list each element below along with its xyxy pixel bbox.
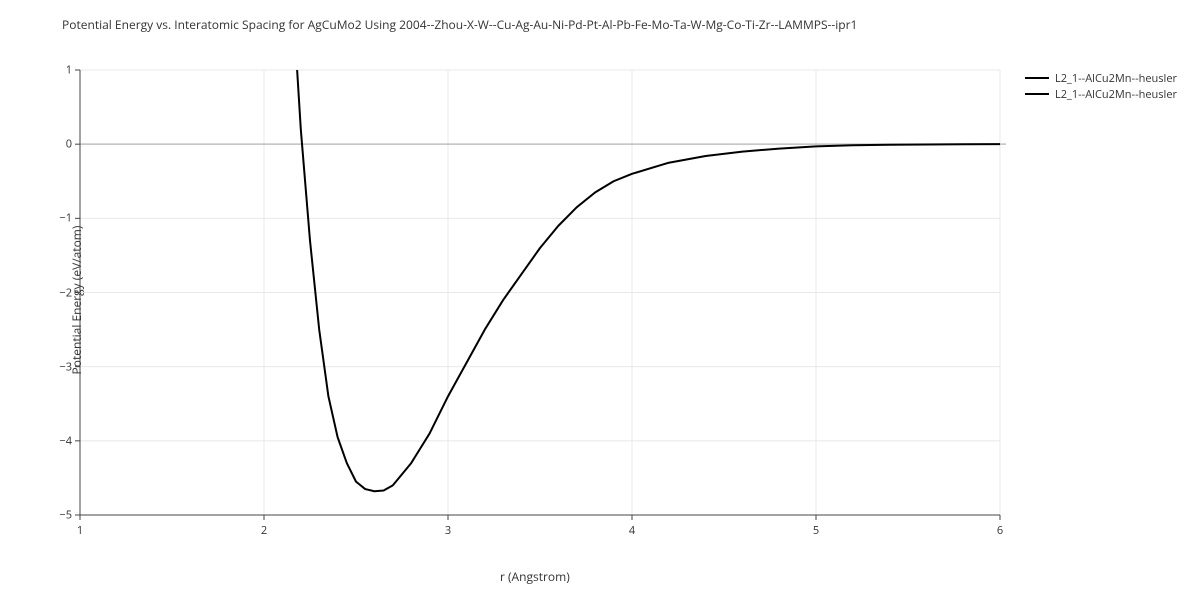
- x-tick-label: 6: [997, 523, 1003, 538]
- y-tick-label: 1: [42, 63, 72, 78]
- x-tick-label: 5: [813, 523, 819, 538]
- legend-label: L2_1--AlCu2Mn--heusler: [1055, 71, 1177, 86]
- legend-item: L2_1--AlCu2Mn--heusler: [1025, 70, 1177, 86]
- legend-swatch: [1025, 93, 1049, 95]
- series-lines: [297, 70, 1000, 491]
- x-tick-label: 1: [77, 523, 83, 538]
- tickmarks: [75, 70, 1000, 520]
- y-tick-label: −1: [42, 211, 72, 226]
- gridlines: [80, 70, 1006, 515]
- y-tick-label: −5: [42, 508, 72, 523]
- y-tick-label: 0: [42, 137, 72, 152]
- legend-item: L2_1--AlCu2Mn--heusler: [1025, 86, 1177, 102]
- legend: L2_1--AlCu2Mn--heusler L2_1--AlCu2Mn--he…: [1025, 70, 1177, 102]
- x-axis-label: r (Angstrom): [500, 568, 570, 585]
- y-tick-label: −2: [42, 285, 72, 300]
- x-tick-label: 3: [445, 523, 451, 538]
- plot-svg: [0, 0, 1200, 600]
- x-tick-label: 2: [261, 523, 267, 538]
- x-tick-label: 4: [629, 523, 635, 538]
- chart-container: Potential Energy vs. Interatomic Spacing…: [0, 0, 1200, 600]
- legend-swatch: [1025, 77, 1049, 79]
- legend-label: L2_1--AlCu2Mn--heusler: [1055, 87, 1177, 102]
- series-line: [297, 70, 1000, 491]
- y-tick-label: −3: [42, 359, 72, 374]
- y-tick-label: −4: [42, 433, 72, 448]
